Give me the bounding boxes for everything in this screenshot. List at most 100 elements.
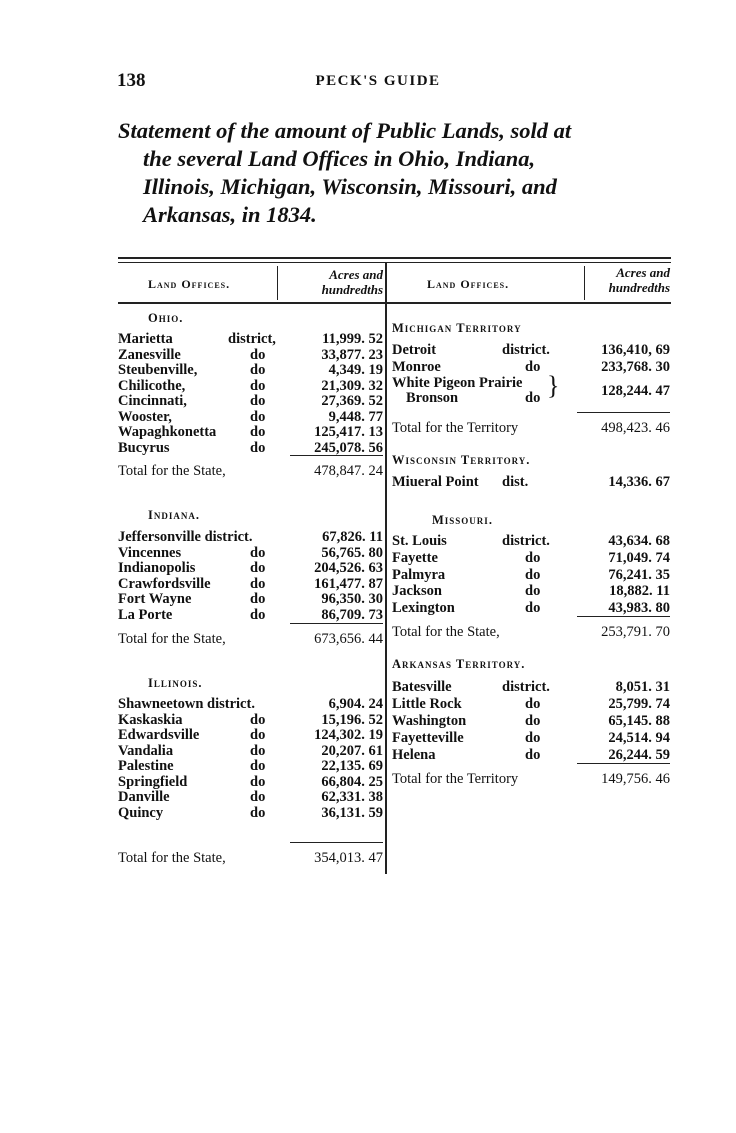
total-row: Total for the State, 354,013. 47	[118, 850, 383, 866]
district-label: do	[250, 727, 266, 743]
acres-value: 71,049. 74	[608, 549, 670, 566]
acres-value: 62,331. 38	[321, 789, 383, 805]
section-heading: Missouri.	[432, 513, 493, 527]
table-row: Helena do 26,244. 59	[392, 747, 670, 763]
acres-value: 18,882. 11	[609, 583, 670, 600]
district-label: do	[250, 560, 266, 576]
district-label: district.	[502, 679, 550, 695]
section-heading: Arkansas Territory.	[392, 657, 526, 671]
acres-value: 125,417. 13	[314, 424, 383, 440]
table-row: Washington do 65,145. 88	[392, 713, 670, 729]
district-label: do	[250, 408, 266, 425]
left-header-acres-line1: Acres and	[329, 267, 383, 282]
section-heading: Illinois.	[148, 676, 203, 690]
table-row: Fayette do 71,049. 74	[392, 550, 670, 566]
table-top-rule-thin	[118, 262, 671, 263]
office-name: Little Rock	[392, 696, 462, 712]
table-row: Vandalia do 20,207. 61	[118, 743, 383, 759]
total-label: Total for the State,	[118, 463, 226, 479]
office-name: Shawneetown district.	[118, 696, 255, 712]
acres-value: 20,207. 61	[321, 742, 383, 759]
total-row: Total for the State, 673,656. 44	[118, 631, 383, 647]
table-row: Danville do 62,331. 38	[118, 789, 383, 805]
total-rule	[290, 842, 383, 843]
total-row: Total for the Territory 498,423. 46	[392, 420, 670, 436]
acres-value: 27,369. 52	[321, 393, 383, 409]
table-row: White Pigeon Prairie do Bronson} 128,244. 4…	[392, 373, 670, 407]
table-row: Quincy do 36,131. 59	[118, 805, 383, 821]
acres-value: 21,309. 32	[321, 377, 383, 394]
total-label: Total for the Territory	[392, 420, 519, 436]
district-label: do	[525, 713, 541, 729]
office-name: Batesville	[392, 679, 452, 695]
total-value: 498,423. 46	[601, 420, 670, 436]
district-label: do	[250, 711, 266, 728]
right-header-divider	[584, 266, 585, 300]
office-name: St. Louis	[392, 533, 447, 549]
table-row: Miueral Point dist. 14,336. 67	[392, 474, 670, 490]
total-label: Total for the State,	[118, 850, 226, 866]
page-number: 138	[117, 70, 146, 91]
acres-value: 86,709. 73	[321, 606, 383, 623]
office-name: Jackson	[392, 583, 442, 600]
office-name: Miueral Point	[392, 474, 479, 490]
table-row: Wooster, do 9,448. 77	[118, 409, 383, 425]
total-rule	[577, 412, 670, 413]
office-name: Monroe	[392, 358, 441, 375]
title-line-3: Illinois, Michigan, Wisconsin, Missouri,…	[143, 174, 557, 199]
office-name: Jeffersonville district.	[118, 529, 253, 545]
acres-value: 67,826. 11	[322, 529, 383, 545]
district-label: do	[525, 358, 541, 375]
office-name: Helena	[392, 747, 436, 763]
table-row: Springfield do 66,804. 25	[118, 774, 383, 790]
district-label: do	[250, 742, 266, 759]
district-label: do	[250, 804, 266, 821]
district-label: do	[525, 730, 541, 746]
acres-value: 128,244. 47	[601, 383, 670, 399]
acres-value: 96,350. 30	[321, 591, 383, 607]
total-label: Total for the Territory	[392, 771, 519, 787]
district-label: district,	[228, 331, 276, 347]
running-head: PECK'S GUIDE	[315, 73, 441, 89]
acres-value: 25,799. 74	[608, 696, 670, 712]
right-header-acres-line2: hundredths	[608, 280, 670, 295]
table-row: Shawneetown district. 6,904. 24	[118, 696, 383, 712]
table-row: Fayetteville do 24,514. 94	[392, 730, 670, 746]
office-name: Quincy	[118, 804, 164, 821]
district-label: do	[250, 439, 266, 456]
total-value: 354,013. 47	[314, 850, 383, 866]
title-line-4: Arkansas, in 1834.	[143, 202, 317, 227]
acres-value: 245,078. 56	[314, 439, 383, 456]
district-label: dist.	[502, 474, 529, 490]
district-label: do	[250, 789, 266, 805]
office-name: Edwardsville	[118, 727, 200, 743]
acres-value: 56,765. 80	[321, 544, 383, 561]
office-name: La Porte	[118, 606, 173, 623]
total-value: 478,847. 24	[314, 463, 383, 479]
district-label: do	[525, 390, 541, 406]
table-row: Jackson do 18,882. 11	[392, 583, 670, 599]
right-header-acres: Acres and hundredths	[587, 265, 670, 295]
section-heading: Ohio.	[148, 311, 184, 325]
district-label: do	[525, 566, 541, 583]
district-label: do	[250, 393, 266, 409]
table-row: Wapaghkonetta do 125,417. 13	[118, 424, 383, 440]
acres-value: 43,983. 80	[608, 600, 670, 617]
total-label: Total for the State,	[392, 624, 500, 640]
acres-value: 24,514. 94	[608, 730, 670, 746]
total-row: Total for the Territory 149,756. 46	[392, 771, 670, 787]
table-row: Little Rock do 25,799. 74	[392, 696, 670, 712]
total-value: 149,756. 46	[601, 771, 670, 787]
total-rule	[290, 623, 383, 624]
table-row: Jeffersonville district. 67,826. 11	[118, 529, 383, 545]
district-label: do	[250, 758, 266, 774]
office-name: Zanesville	[118, 346, 181, 363]
left-header-acres-line2: hundredths	[321, 282, 383, 297]
total-row: Total for the State, 253,791. 70	[392, 624, 670, 640]
table-row: Cincinnati, do 27,369. 52	[118, 393, 383, 409]
office-name: Vandalia	[118, 742, 174, 759]
office-name: Springfield	[118, 773, 188, 790]
acres-value: 76,241. 35	[608, 566, 670, 583]
office-name: Bucyrus	[118, 439, 170, 456]
office-name: Vincennes	[118, 544, 182, 561]
